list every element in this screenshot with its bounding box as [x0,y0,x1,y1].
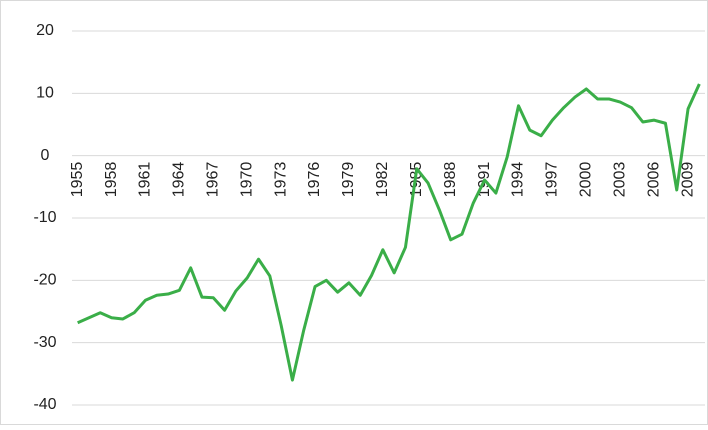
y-tick-label: 20 [36,22,54,39]
y-tick-label: 0 [41,147,50,164]
y-tick-label: 10 [36,85,54,102]
y-tick-label: -10 [33,209,56,226]
data-line [77,83,701,382]
x-tick-label: 1967 [205,162,222,198]
x-tick-label: 1973 [272,162,289,198]
x-tick-label: 2003 [611,162,628,198]
x-tick-label: 1976 [306,162,323,198]
x-tick-label: 2000 [578,162,595,198]
x-tick-label: 2009 [679,162,696,198]
x-tick-label: 1988 [442,162,459,198]
x-tick-label: 1979 [340,162,357,198]
x-tick-label: 1982 [374,162,391,198]
x-tick-label: 1955 [69,162,86,198]
y-tick-label: -30 [33,334,56,351]
x-tick-label: 1970 [238,162,255,198]
y-tick-label: -40 [33,396,56,413]
y-tick-label: -20 [33,272,56,289]
x-tick-label: 1997 [544,162,561,198]
x-tick-label: 1961 [137,162,154,198]
x-tick-label: 1994 [510,162,527,198]
x-tick-label: 2006 [645,162,662,198]
x-tick-label: 1964 [171,162,188,198]
x-tick-label: 1958 [103,162,120,198]
